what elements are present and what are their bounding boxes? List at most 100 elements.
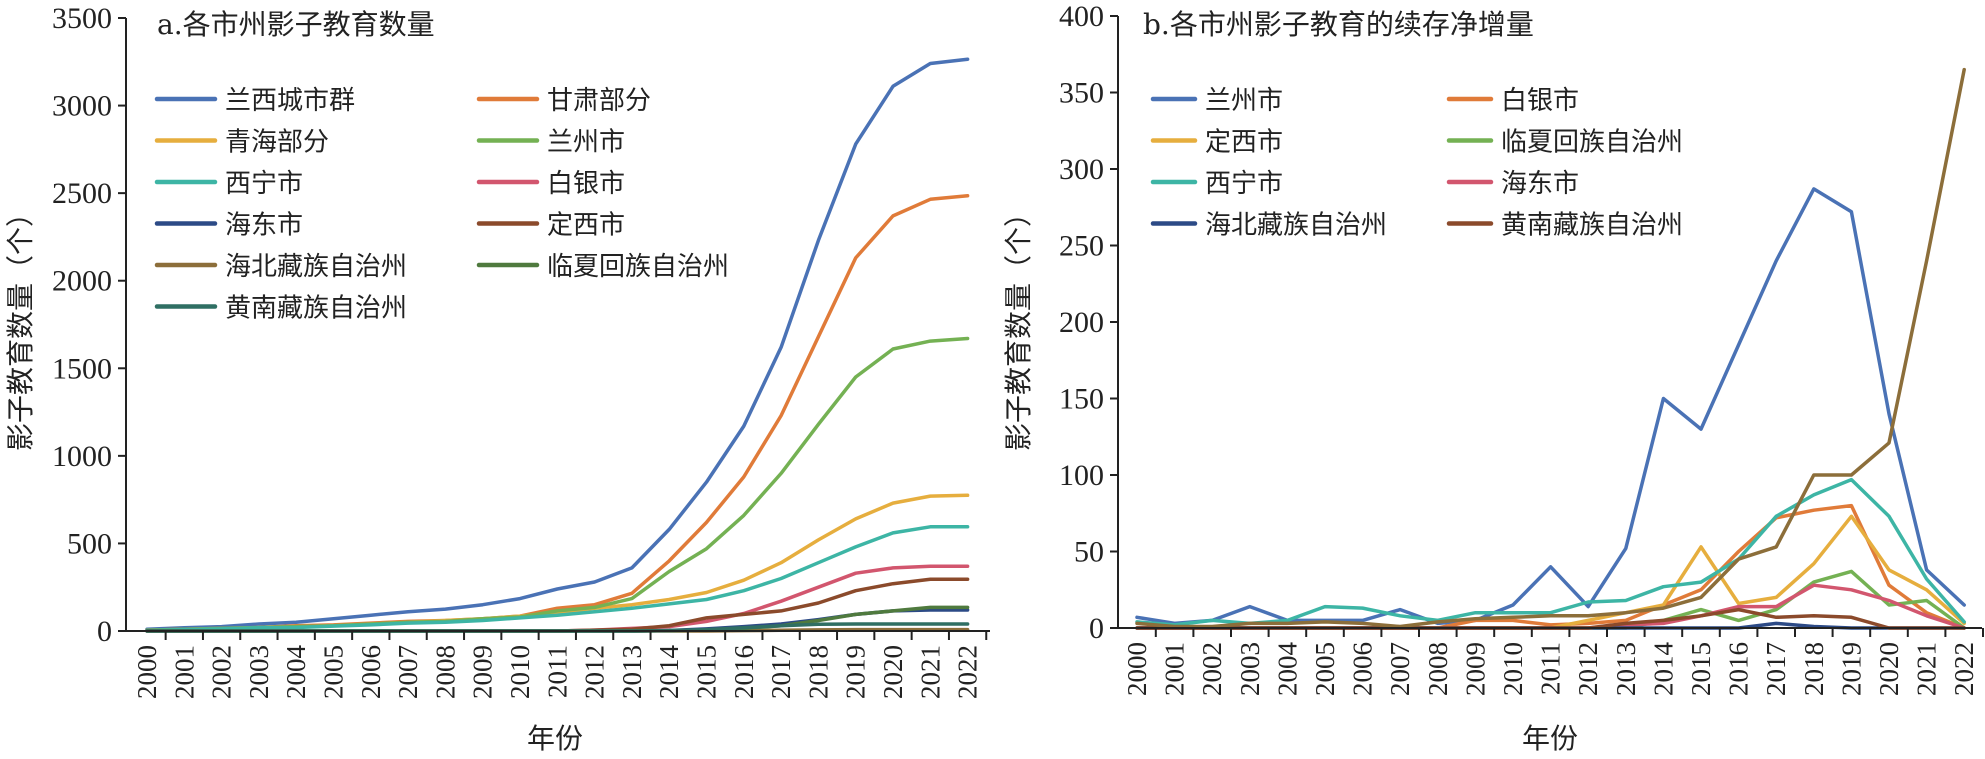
series-line-b-8 [1135, 67, 1966, 629]
legend-item: 海东市 [154, 211, 303, 241]
x-tick-label: 2022 [953, 645, 983, 699]
x-tick-label: 2012 [580, 645, 610, 699]
x-tick-label: 2002 [1197, 642, 1227, 696]
x-tick-label: 2003 [244, 645, 274, 699]
chart-a: a.各市州影子教育数量 0 500 1000 1500 2000 2500 3000 3500… [4, 2, 990, 755]
x-tick-label: 2005 [319, 645, 349, 699]
chart-b-x-axis: 2000 2001 2002 2003 2004 2005 2006 2007 2008 2009… [1110, 627, 1984, 697]
legend-item: 海东市 [1446, 169, 1579, 199]
x-tick-label: 2020 [878, 645, 908, 699]
legend-label: 临夏回族自治州 [547, 252, 729, 282]
x-tick-label: 2015 [692, 645, 722, 699]
x-tick-label: 2021 [915, 645, 945, 699]
chart-b-y-axis-label: 影子教育数量（个） [1002, 199, 1035, 451]
legend-label: 白银市 [1501, 86, 1579, 116]
legend-label: 甘肃部分 [547, 86, 651, 116]
y-tick-label: 0 [97, 615, 112, 648]
x-tick-label: 2000 [1122, 642, 1152, 696]
x-tick-label: 2018 [803, 645, 833, 699]
x-tick-label: 2015 [1686, 642, 1716, 696]
chart-a-title: a.各市州影子教育数量 [157, 8, 435, 41]
series-line-b-0 [1135, 187, 1966, 626]
series-line-b-4 [1135, 477, 1966, 627]
y-tick-label: 150 [1059, 383, 1104, 416]
chart-b-y-axis: 0 50 100 150 200 250 300 350 400 [1059, 0, 1119, 645]
x-tick-label: 2010 [1498, 642, 1528, 696]
legend-label: 定西市 [547, 211, 625, 241]
x-tick-label: 2011 [542, 645, 572, 698]
legend-label: 海东市 [1501, 169, 1579, 199]
series-line-a-3 [145, 336, 970, 632]
x-tick-label: 2014 [654, 645, 684, 700]
x-tick-label: 2009 [468, 645, 498, 699]
legend-item: 黄南藏族自治州 [1446, 211, 1683, 241]
legend-label: 临夏回族自治州 [1501, 128, 1683, 158]
y-tick-label: 2500 [52, 177, 112, 210]
x-tick-label: 2012 [1573, 642, 1603, 696]
legend-item: 临夏回族自治州 [1446, 128, 1683, 158]
legend-item: 临夏回族自治州 [476, 252, 729, 282]
x-tick-label: 2006 [1348, 642, 1378, 696]
x-tick-label: 2019 [841, 645, 871, 699]
x-tick-label: 2007 [1385, 642, 1415, 696]
x-tick-label: 2000 [132, 645, 162, 699]
x-tick-label: 2017 [766, 645, 796, 699]
legend-item: 海北藏族自治州 [154, 252, 407, 282]
legend-item: 西宁市 [154, 169, 303, 199]
chart-b-x-axis-label: 年份 [1522, 722, 1578, 755]
x-tick-label: 2018 [1799, 642, 1829, 696]
x-tick-label: 2020 [1874, 642, 1904, 696]
legend-label: 兰州市 [547, 128, 625, 158]
legend-item: 西宁市 [1150, 169, 1283, 199]
legend-item: 海北藏族自治州 [1150, 211, 1387, 241]
x-tick-label: 2016 [729, 645, 759, 699]
series-line-a-5 [145, 564, 970, 633]
x-tick-label: 2001 [1160, 642, 1190, 696]
y-tick-label: 300 [1059, 153, 1104, 186]
y-tick-label: 3000 [52, 90, 112, 123]
legend-label: 兰州市 [1205, 86, 1283, 116]
y-tick-label: 250 [1059, 230, 1104, 263]
legend-item: 甘肃部分 [476, 86, 651, 116]
x-tick-label: 2013 [1611, 642, 1641, 696]
series-line-a-0 [145, 57, 970, 631]
legend-item: 白银市 [476, 169, 625, 199]
legend-item: 定西市 [1150, 128, 1283, 158]
legend-item: 兰西城市群 [154, 86, 355, 116]
legend-item: 兰州市 [476, 128, 625, 158]
legend-item: 青海部分 [154, 128, 329, 158]
x-tick-label: 2021 [1912, 642, 1942, 696]
legend-item: 定西市 [476, 211, 625, 241]
x-tick-label: 2005 [1310, 642, 1340, 696]
x-tick-label: 2016 [1724, 642, 1754, 696]
y-tick-label: 500 [67, 527, 112, 560]
x-tick-label: 2003 [1235, 642, 1265, 696]
x-tick-label: 2001 [169, 645, 199, 699]
x-tick-label: 2002 [207, 645, 237, 699]
series-line-b-3 [1135, 569, 1966, 630]
legend-label: 定西市 [1205, 128, 1283, 158]
x-tick-label: 2011 [1536, 642, 1566, 695]
x-tick-label: 2006 [356, 645, 386, 699]
y-tick-label: 1000 [52, 440, 112, 473]
y-tick-label: 400 [1059, 0, 1104, 33]
legend-item: 黄南藏族自治州 [154, 294, 407, 324]
x-tick-label: 2014 [1648, 642, 1678, 697]
y-tick-label: 200 [1059, 306, 1104, 339]
y-tick-label: 1500 [52, 352, 112, 385]
x-tick-label: 2004 [281, 645, 311, 700]
legend-label: 西宁市 [225, 169, 303, 199]
y-tick-label: 50 [1074, 536, 1104, 569]
y-tick-label: 100 [1059, 459, 1104, 492]
chart-a-y-axis-label: 影子教育数量（个） [4, 199, 37, 451]
legend-label: 白银市 [547, 169, 625, 199]
x-tick-label: 2008 [430, 645, 460, 699]
x-tick-label: 2007 [393, 645, 423, 699]
x-tick-label: 2022 [1949, 642, 1979, 696]
chart-a-x-axis: 2000 2001 2002 2003 2004 2005 2006 2007 2008 2009… [118, 630, 990, 700]
x-tick-label: 2009 [1460, 642, 1490, 696]
y-tick-label: 3500 [52, 2, 112, 35]
